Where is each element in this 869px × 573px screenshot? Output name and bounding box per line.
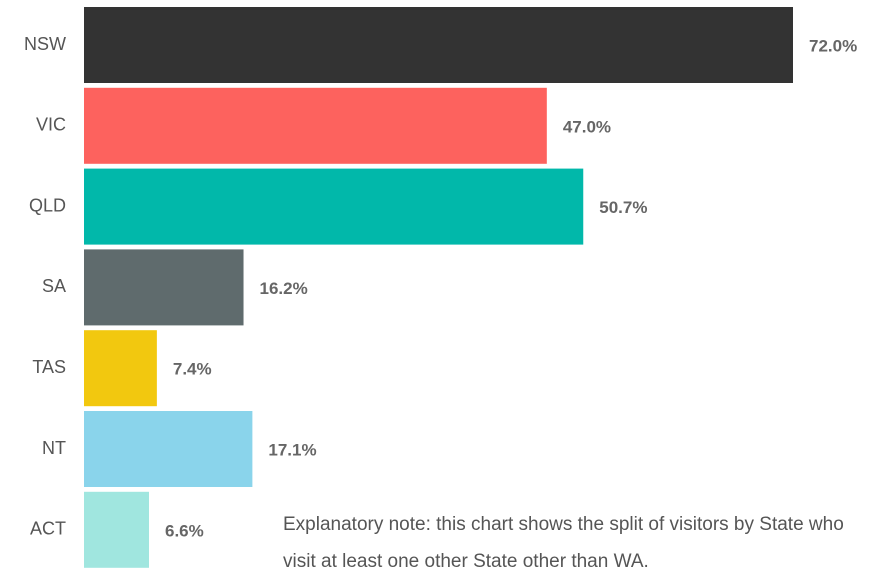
value-label: 17.1%: [268, 440, 316, 459]
value-label: 47.0%: [563, 117, 611, 136]
value-label: 6.6%: [165, 521, 204, 540]
value-label: 16.2%: [260, 279, 308, 298]
value-label: 72.0%: [809, 36, 857, 55]
category-label: TAS: [32, 357, 66, 377]
category-label: ACT: [30, 519, 66, 539]
bar: [84, 249, 244, 326]
annotation: Explanatory note: this chart shows the s…: [283, 514, 844, 572]
category-label: SA: [42, 276, 66, 296]
value-label: 7.4%: [173, 360, 212, 379]
category-label: VIC: [36, 115, 66, 135]
bar: [84, 330, 157, 407]
category-label: NSW: [24, 34, 66, 54]
category-label: NT: [42, 438, 66, 458]
bar: [84, 491, 149, 568]
bar: [84, 168, 584, 245]
bar: [84, 7, 793, 83]
bar: [84, 87, 547, 164]
value-label: 50.7%: [599, 198, 647, 217]
category-label: QLD: [29, 195, 66, 215]
bar: [84, 411, 253, 487]
